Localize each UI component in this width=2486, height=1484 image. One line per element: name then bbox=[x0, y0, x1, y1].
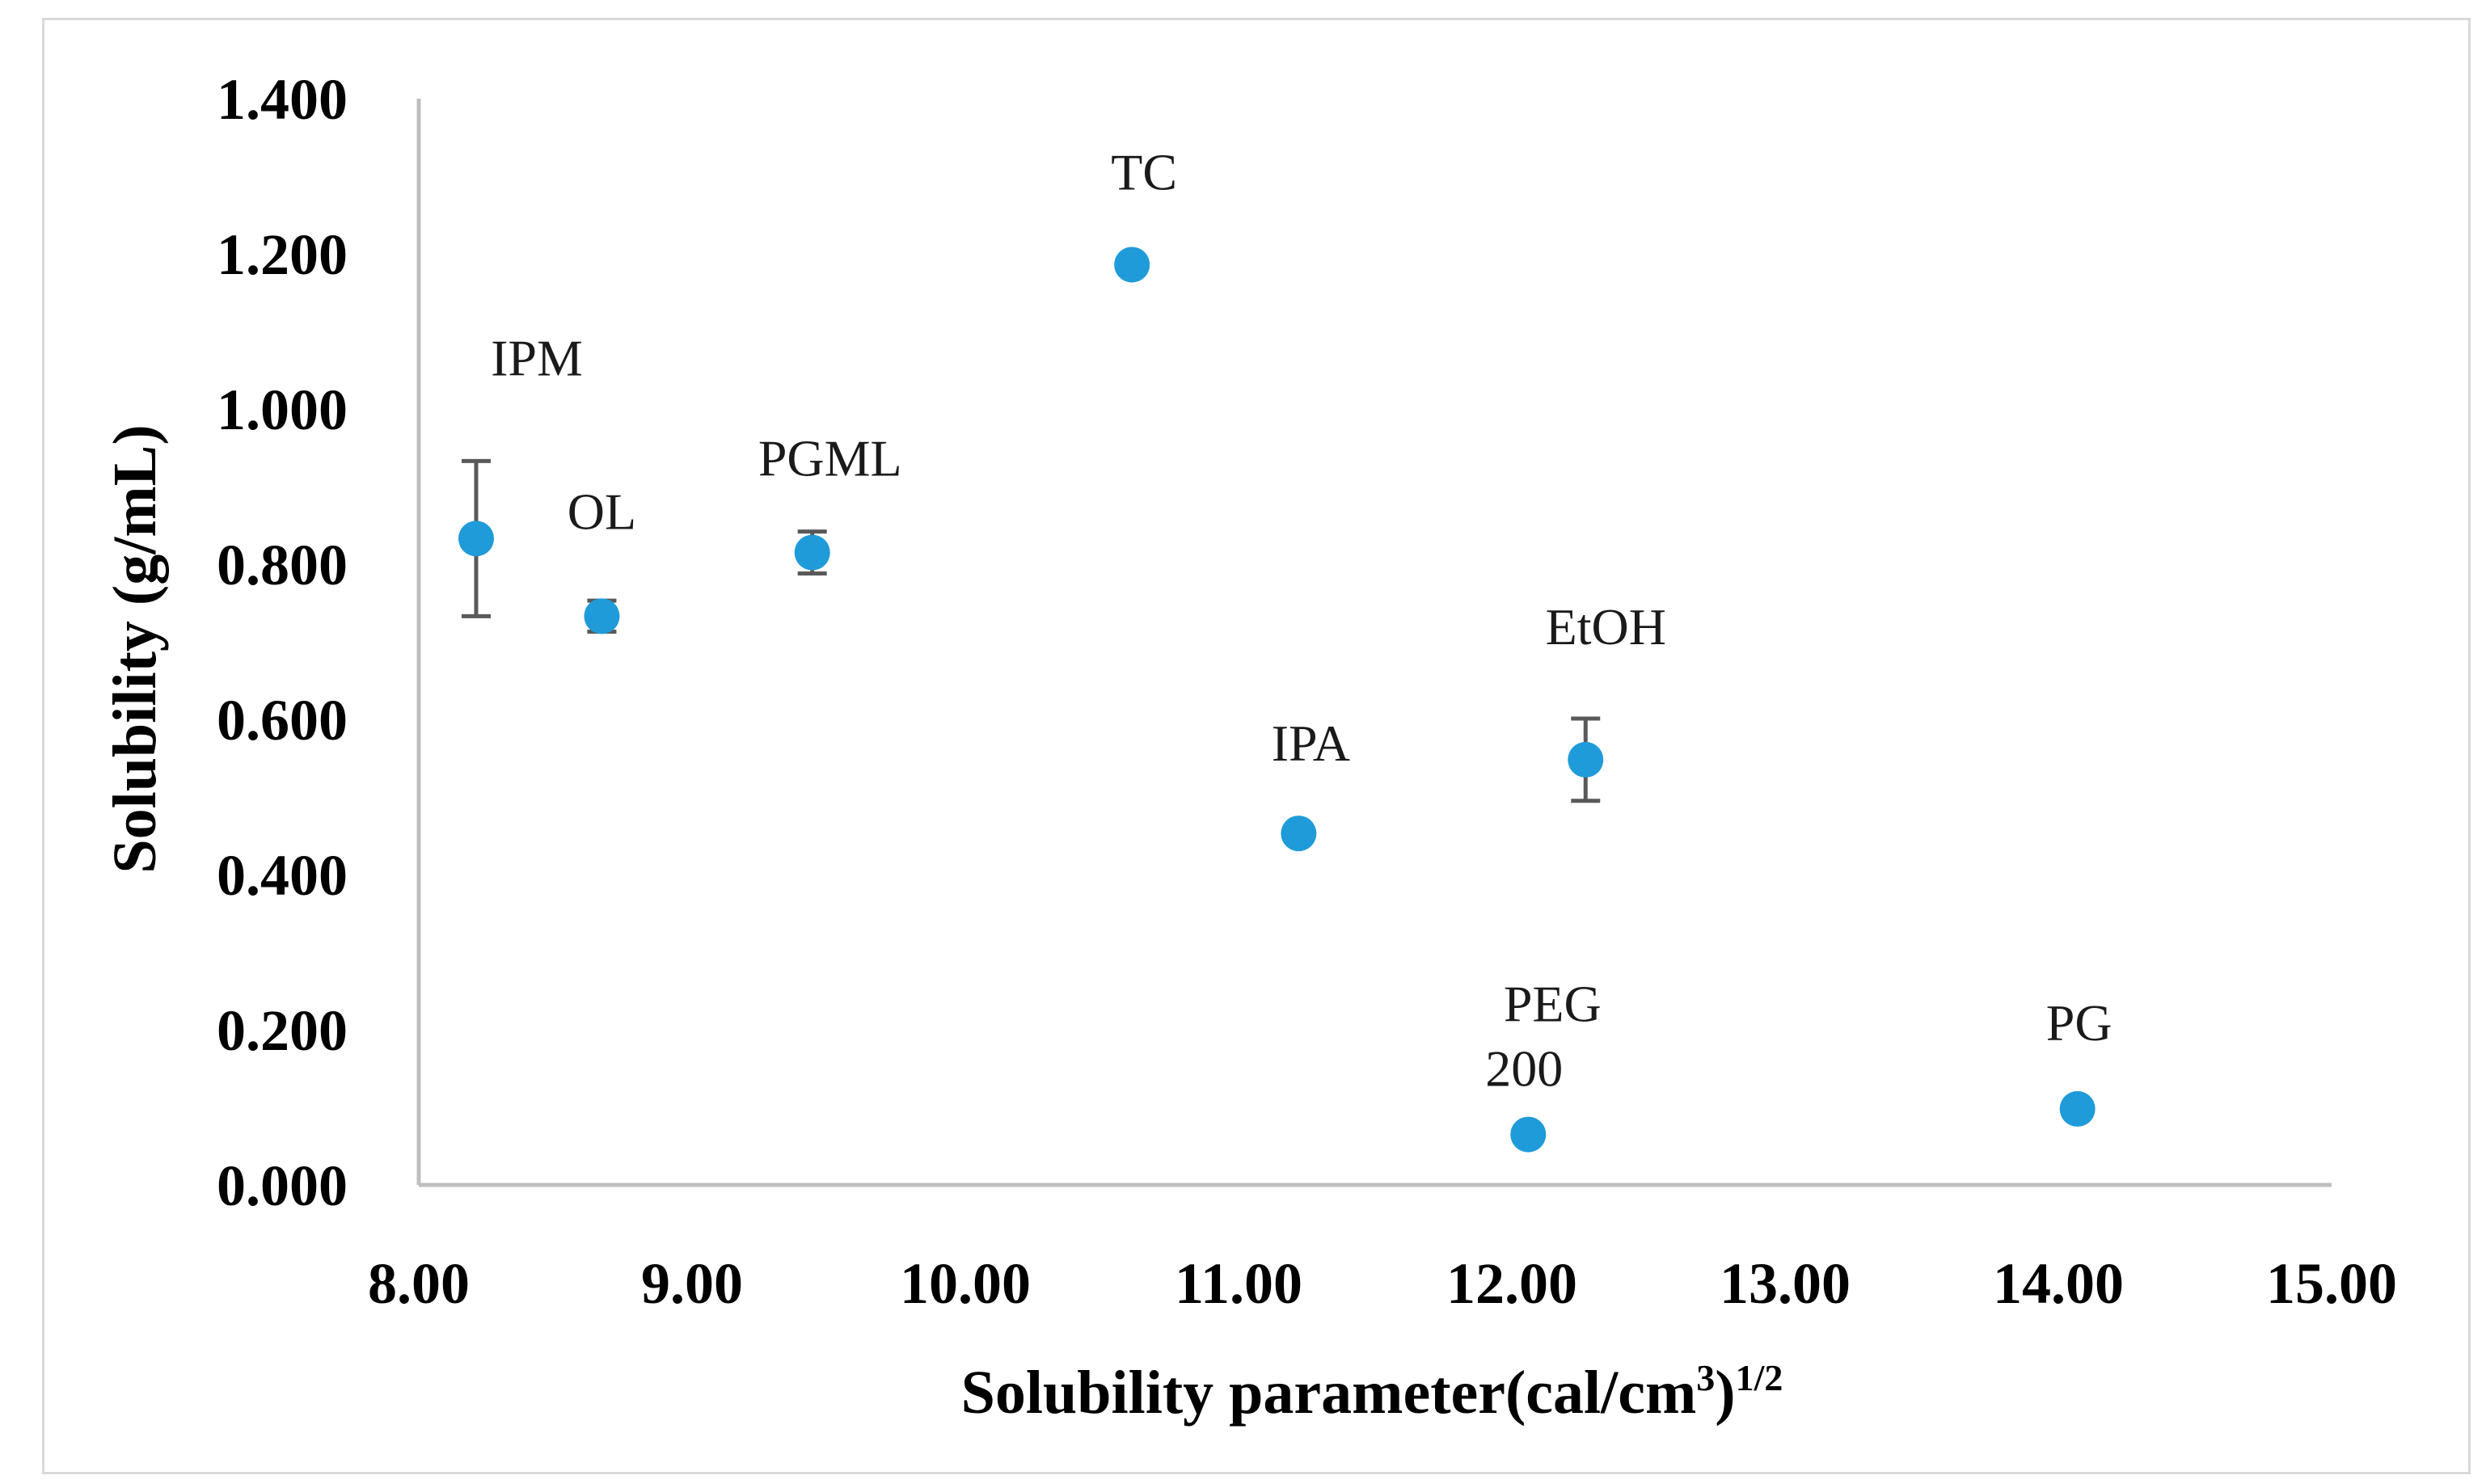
y-tick-label: 0.200 bbox=[217, 998, 348, 1063]
x-tick-label: 12.00 bbox=[1446, 1251, 1577, 1316]
data-points bbox=[458, 247, 2096, 1153]
x-tick-label: 10.00 bbox=[900, 1251, 1031, 1316]
data-point-peg bbox=[1510, 1116, 1547, 1153]
x-tick-label: 13.00 bbox=[1720, 1251, 1851, 1316]
data-point-tc bbox=[1114, 247, 1150, 283]
data-point-pgml bbox=[794, 534, 830, 571]
point-label-peg-line2: 200 bbox=[1485, 1040, 1563, 1098]
data-point-etoh bbox=[1568, 741, 1604, 778]
x-tick-label: 8.00 bbox=[368, 1251, 470, 1316]
x-tick-label: 14.00 bbox=[1993, 1251, 2124, 1316]
y-tick-label: 0.000 bbox=[217, 1153, 348, 1218]
point-label-pgml: PGML bbox=[758, 430, 902, 487]
y-tick-label: 1.200 bbox=[217, 222, 348, 287]
x-axis-title: Solubility parameter(cal/cm3)1/2 bbox=[961, 1357, 1783, 1427]
data-point-ol bbox=[584, 598, 620, 634]
point-label-ol: OL bbox=[568, 483, 636, 540]
chart-frame bbox=[42, 18, 2471, 1474]
y-tick-labels: 0.000 0.200 0.400 0.600 0.800 1.000 1.200 1.400 bbox=[217, 67, 348, 1218]
y-tick-label: 1.000 bbox=[217, 377, 348, 442]
y-tick-label: 1.400 bbox=[217, 67, 348, 132]
x-tick-label: 15.00 bbox=[2266, 1251, 2397, 1316]
point-label-peg: PEG bbox=[1504, 976, 1602, 1033]
x-axis-title-sup1: 3 bbox=[1696, 1357, 1715, 1398]
x-tick-label: 11.00 bbox=[1175, 1251, 1302, 1316]
x-axis-title-close: ) bbox=[1715, 1359, 1735, 1427]
point-label-ipm: IPM bbox=[491, 329, 583, 386]
point-label-pg: PG bbox=[2046, 994, 2112, 1052]
data-point-pg bbox=[2059, 1090, 2096, 1127]
x-axis-title-main: Solubility parameter(cal/cm bbox=[961, 1359, 1697, 1427]
point-label-tc: TC bbox=[1111, 143, 1177, 200]
y-tick-label: 0.600 bbox=[217, 688, 348, 753]
x-axis-title-sup2: 1/2 bbox=[1736, 1357, 1783, 1398]
point-label-etoh: EtOH bbox=[1546, 598, 1666, 656]
data-point-ipa bbox=[1281, 816, 1317, 852]
x-tick-labels: 8.00 9.00 10.00 11.00 12.00 13.00 14.00 15.00 bbox=[368, 1251, 2397, 1316]
x-tick-label: 9.00 bbox=[641, 1251, 743, 1316]
y-tick-label: 0.400 bbox=[217, 843, 348, 908]
y-axis-title: Solubility (g/mL) bbox=[101, 424, 169, 873]
y-tick-label: 0.800 bbox=[217, 533, 348, 597]
point-label-ipa: IPA bbox=[1272, 715, 1350, 772]
point-labels: IPM OL PGML TC IPA EtOH PEG 200 PG bbox=[491, 143, 2112, 1097]
data-point-ipm bbox=[458, 521, 494, 557]
